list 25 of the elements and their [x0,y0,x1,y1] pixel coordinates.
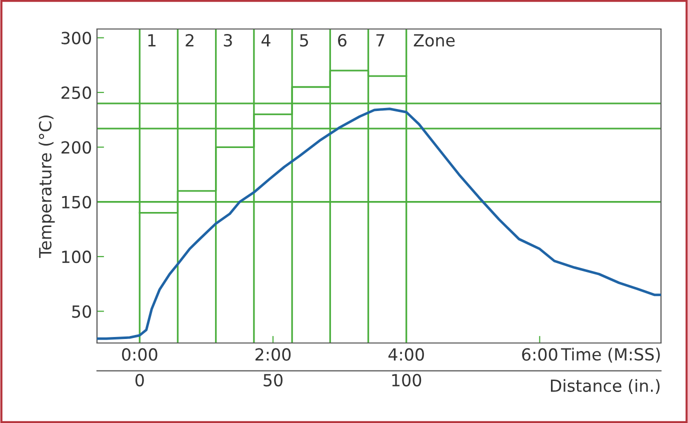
x-tick-label: 2:00 [256,348,291,361]
y-tick-label: 100 [62,250,92,264]
x2-tick-label: 0 [135,374,144,386]
annotation: Zone [414,34,455,47]
y-tick-label: 150 [62,196,92,208]
x2-tick-label: 50 [264,374,282,386]
y-tick-label: 300 [62,32,92,44]
x-tick-label: 6:00 [522,348,558,361]
annotation: 1 [148,34,156,46]
x-tick-label: 4:00 [388,348,424,361]
x-axis-title: Time (M:SS) [560,348,660,363]
x2-tick-label: 100 [392,374,422,386]
annotation: 6 [338,34,346,47]
annotation: 7 [376,34,384,46]
line-series [97,108,661,340]
annotation: 5 [300,34,308,47]
x2-axis-title: Distance (in.) [550,379,660,394]
annotation: 2 [186,34,194,46]
y-tick-label: 50 [72,305,92,318]
x-tick-label: 0:00 [122,348,158,361]
annotation: 3 [224,34,232,47]
y-tick-label: 200 [62,141,92,154]
y-axis-title: Temperature (°C) [38,116,55,258]
y-tick-label: 250 [62,86,92,100]
annotation: 4 [262,34,270,46]
